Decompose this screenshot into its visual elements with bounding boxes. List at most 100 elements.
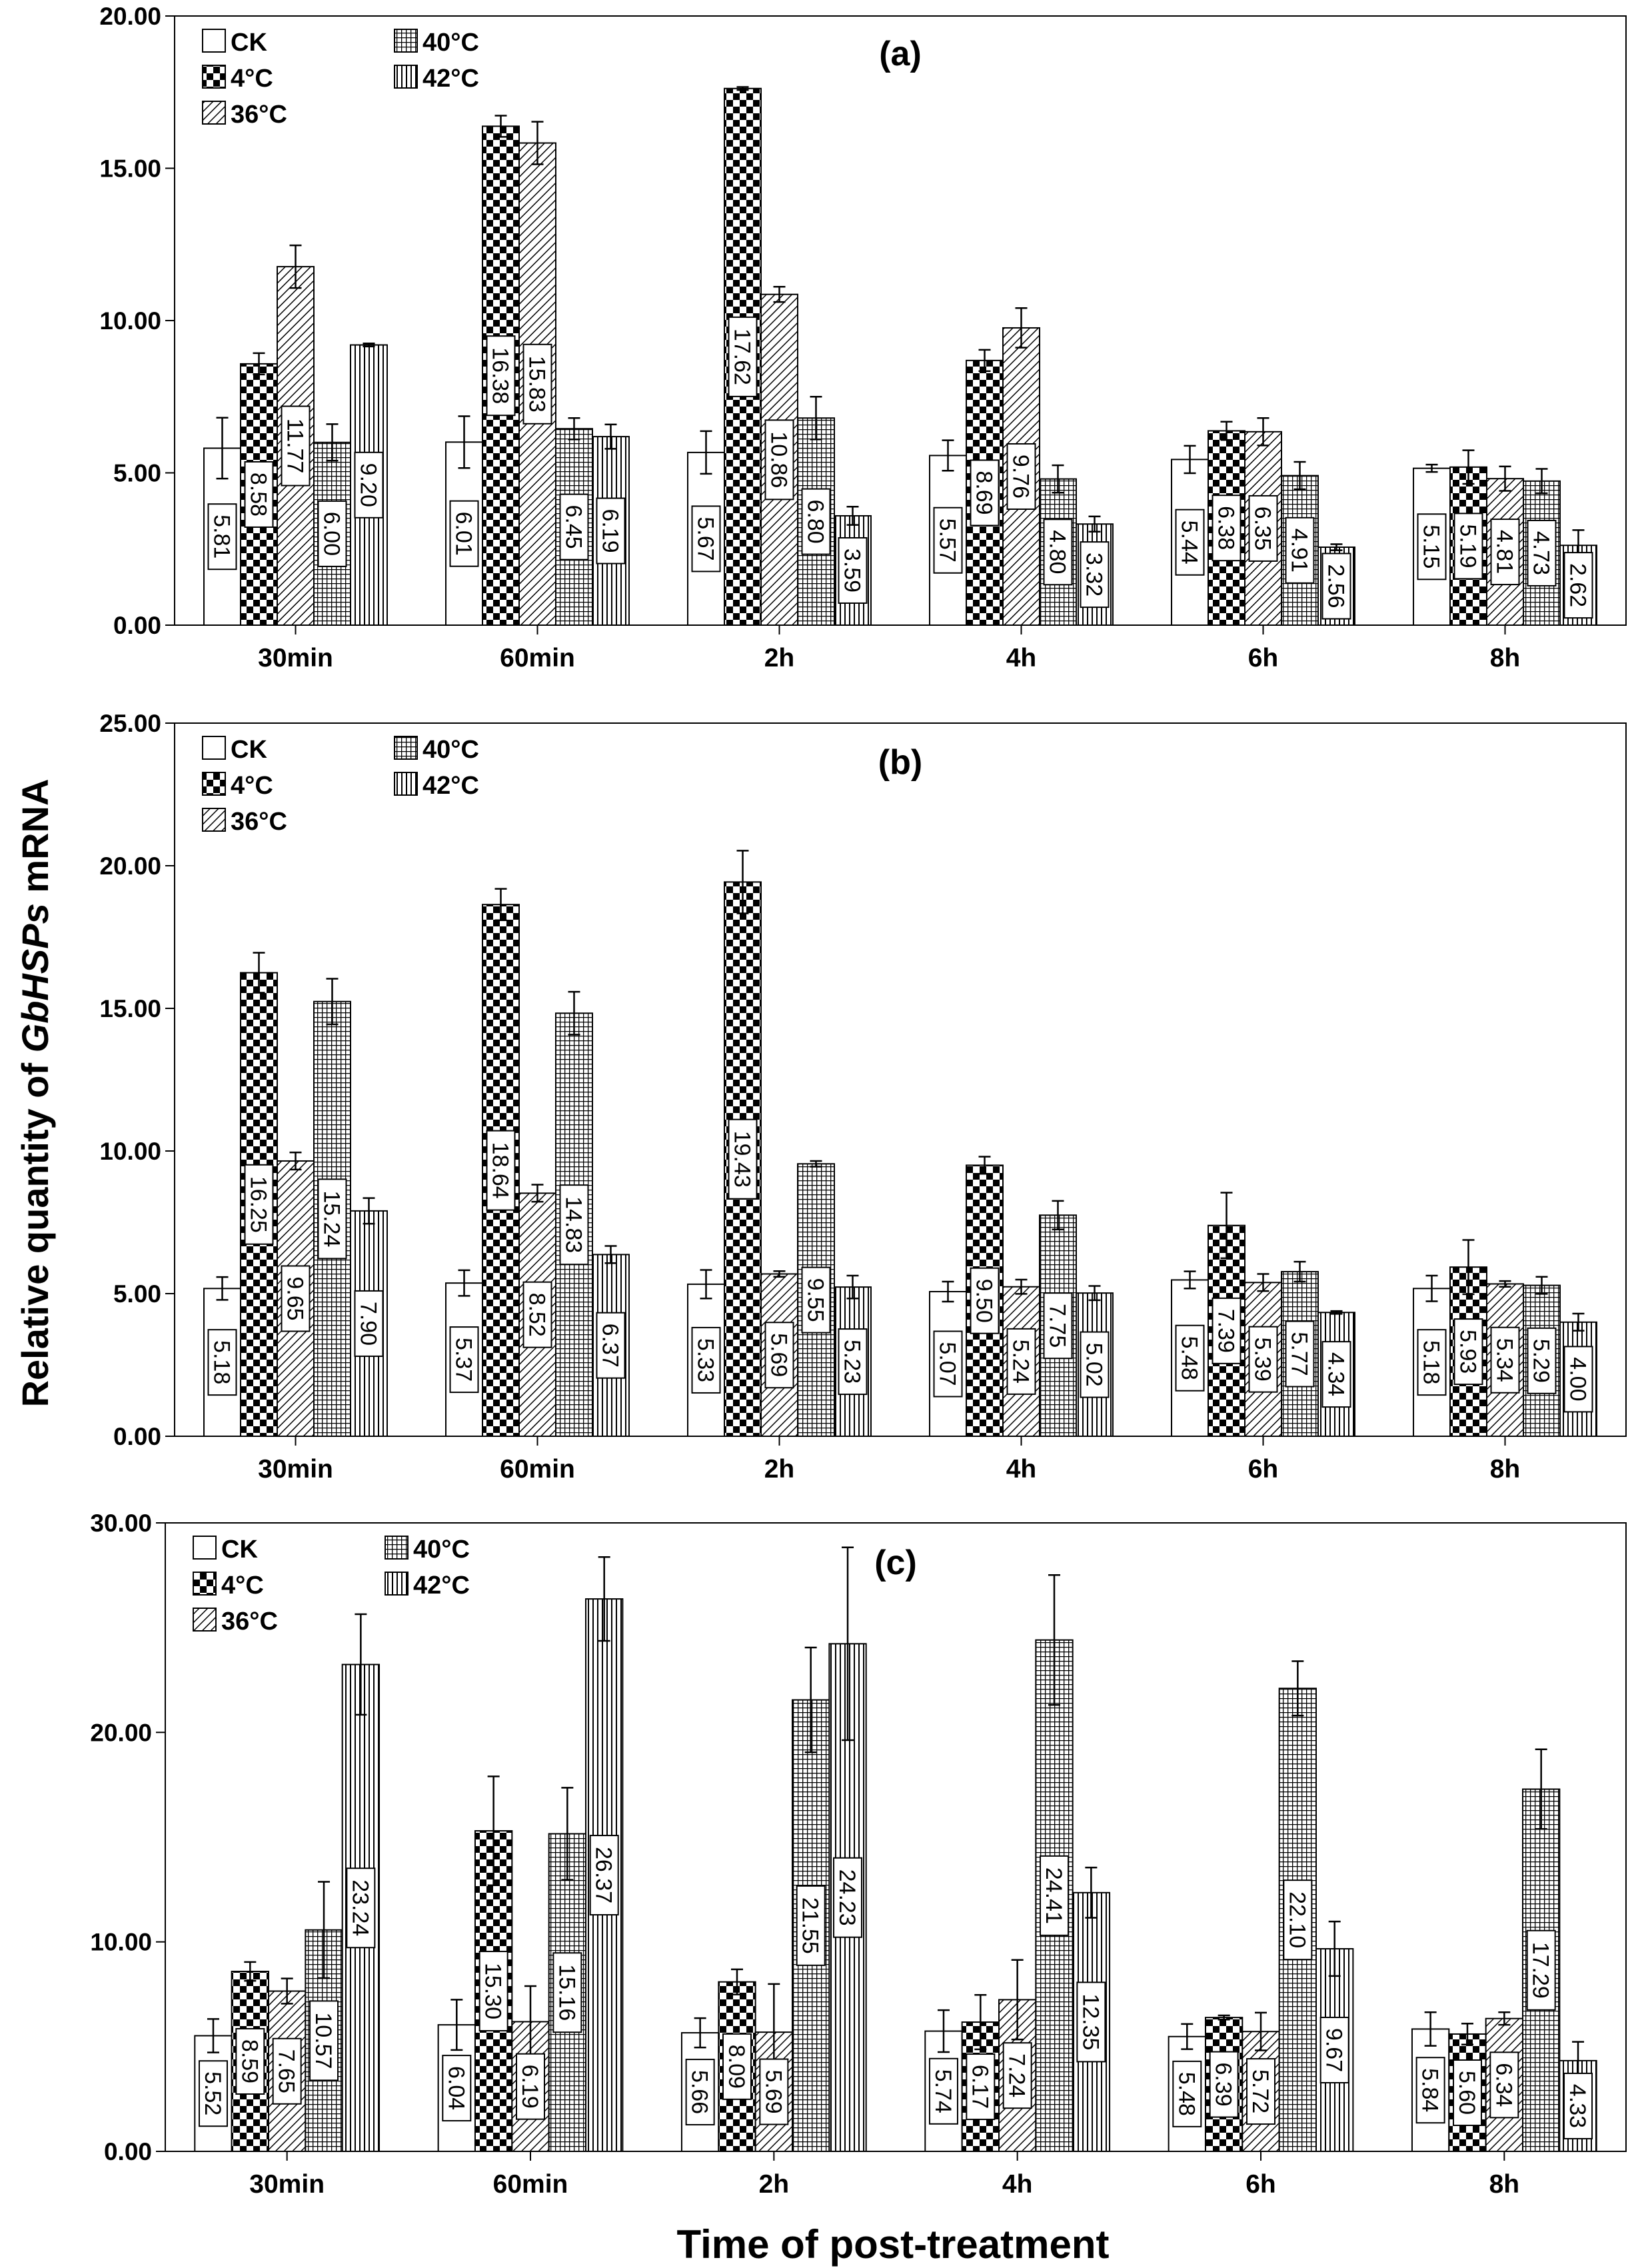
data-label-box xyxy=(516,2053,545,2120)
x-tick-label: 8h xyxy=(1489,2170,1520,2199)
data-label-text: 6.45 xyxy=(560,505,586,549)
y-tick-label: 20.00 xyxy=(99,3,161,30)
y-tick-label: 20.00 xyxy=(99,852,161,880)
data-label-box xyxy=(449,1326,479,1394)
data-label-text: 8.59 xyxy=(237,2039,262,2083)
data-label: 16.25 xyxy=(244,1164,274,1245)
data-label-text: 24.41 xyxy=(1041,1867,1066,1924)
legend-label: CK xyxy=(231,736,267,764)
data-label-text: 6.19 xyxy=(517,2065,542,2109)
data-label-box xyxy=(933,507,963,574)
data-label-text: 6.37 xyxy=(597,1324,622,1368)
data-label: 9.50 xyxy=(970,1267,1000,1334)
data-label: 4.00 xyxy=(1563,1346,1593,1413)
data-label: 6.19 xyxy=(596,497,626,565)
chart-title: (c) xyxy=(874,1544,917,1582)
data-label-box xyxy=(1563,1346,1593,1413)
data-label-text: 16.38 xyxy=(488,347,513,404)
data-label: 5.81 xyxy=(207,503,237,570)
x-tick-label: 2h xyxy=(764,644,795,672)
data-label-text: 5.69 xyxy=(760,2069,786,2113)
data-label: 16.38 xyxy=(486,335,516,417)
data-label-box xyxy=(1076,1981,1106,2063)
legend-swatch xyxy=(202,29,226,53)
data-label-box xyxy=(1006,1328,1036,1395)
data-label-text: 5.74 xyxy=(930,2069,956,2113)
data-label-box xyxy=(728,1118,758,1200)
x-tick-label: 6h xyxy=(1248,1455,1279,1484)
data-label-text: 2.62 xyxy=(1565,563,1590,607)
data-label: 14.83 xyxy=(559,1184,589,1266)
data-label-box xyxy=(552,1952,582,2033)
data-label: 5.93 xyxy=(1453,1318,1483,1386)
y-tick-label: 0.00 xyxy=(113,1423,161,1450)
data-label: 5.74 xyxy=(928,2057,958,2125)
data-label-box xyxy=(933,1330,963,1398)
data-label-text: 26.37 xyxy=(591,1847,616,1903)
data-label-box xyxy=(801,488,831,555)
panel-c: (c) 0.00 10.00 20.00 30.00 30min 5.52 8.59 7.65 1… xyxy=(90,1510,1627,2199)
data-label-text: 5.02 xyxy=(1081,1342,1106,1386)
data-label-text: 4.00 xyxy=(1565,1357,1590,1401)
data-label: 6.34 xyxy=(1489,2051,1519,2119)
legend-item: CK xyxy=(193,1536,258,1564)
legend: CK 4°C 36°C 40°C 42°C xyxy=(202,29,479,129)
x-tick-label: 30min xyxy=(258,1455,333,1484)
data-label: 4.81 xyxy=(1490,519,1520,586)
data-label-text: 5.69 xyxy=(766,1333,792,1377)
data-label-text: 6.35 xyxy=(1250,507,1275,551)
y-tick-label: 5.00 xyxy=(113,1280,161,1308)
data-label: 5.77 xyxy=(1285,1320,1315,1388)
data-label: 5.84 xyxy=(1415,2057,1445,2124)
data-label-text: 7.24 xyxy=(1004,2053,1030,2097)
data-label-box xyxy=(722,2033,752,2100)
data-label-text: 5.29 xyxy=(1528,1339,1553,1383)
x-tick-label: 6h xyxy=(1248,644,1279,672)
x-tick-label: 4h xyxy=(1002,2170,1033,2199)
legend-swatch xyxy=(394,29,418,53)
data-label: 7.75 xyxy=(1043,1292,1073,1360)
data-label-box xyxy=(1246,2058,1275,2125)
data-label: 22.10 xyxy=(1283,1879,1313,1961)
data-label-text: 17.62 xyxy=(730,329,755,385)
y-axis-label: Relative quantity of GbHSPs mRNA xyxy=(14,779,56,1408)
data-label-text: 5.72 xyxy=(1247,2069,1273,2113)
plot-frame xyxy=(174,722,1627,1437)
y-tick-label: 10.00 xyxy=(90,1929,152,1956)
data-label-box xyxy=(309,2000,339,2081)
data-label-text: 10.86 xyxy=(766,431,792,488)
legend-label: 4°C xyxy=(221,1572,264,1600)
data-label-box xyxy=(559,1184,589,1266)
data-label: 5.66 xyxy=(685,2059,715,2126)
data-label-text: 5.66 xyxy=(687,2070,712,2114)
legend-item: 4°C xyxy=(202,65,273,93)
data-label-box xyxy=(317,500,347,567)
data-label-text: 5.81 xyxy=(209,515,235,559)
x-tick-label: 8h xyxy=(1490,1455,1521,1484)
chart-title: (b) xyxy=(878,743,922,782)
data-label-box xyxy=(1321,1341,1351,1408)
data-label-box xyxy=(1415,2057,1445,2124)
legend-item: 42°C xyxy=(394,772,479,800)
data-label-box xyxy=(1490,1326,1520,1394)
data-label-text: 24.23 xyxy=(834,1869,860,1926)
data-label: 8.52 xyxy=(522,1281,552,1348)
data-label: 23.24 xyxy=(346,1867,376,1949)
legend-label: 4°C xyxy=(231,65,273,93)
data-label-text: 9.65 xyxy=(283,1276,308,1320)
data-label: 5.44 xyxy=(1175,509,1205,576)
data-label-box xyxy=(1212,495,1241,562)
y-tick-label: 15.00 xyxy=(99,155,161,183)
data-label-box xyxy=(486,335,516,417)
data-label: 6.38 xyxy=(1212,495,1241,562)
data-label-text: 5.44 xyxy=(1177,521,1202,565)
data-label: 4.33 xyxy=(1563,2072,1593,2139)
data-label-box xyxy=(970,1267,1000,1334)
legend-item: 40°C xyxy=(394,736,479,764)
y-tick-label: 25.00 xyxy=(99,710,161,737)
data-label-box xyxy=(1319,2017,1349,2084)
data-label-text: 5.18 xyxy=(1419,1340,1444,1384)
data-label: 5.34 xyxy=(1490,1326,1520,1394)
legend-item: 36°C xyxy=(202,101,287,129)
